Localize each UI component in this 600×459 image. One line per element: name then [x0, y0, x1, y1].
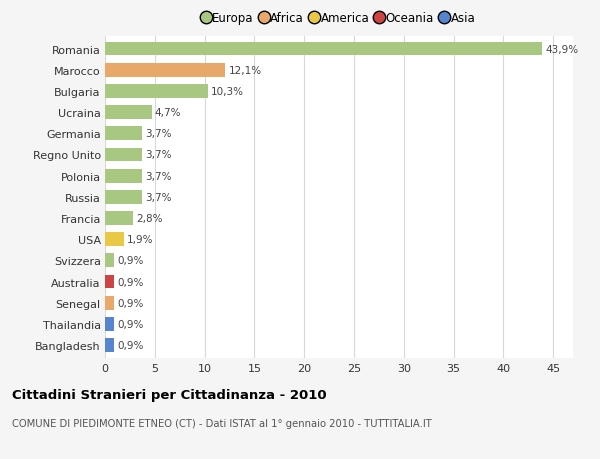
Bar — [105, 43, 542, 56]
Legend: Europa, Africa, America, Oceania, Asia: Europa, Africa, America, Oceania, Asia — [200, 10, 478, 28]
Text: 2,8%: 2,8% — [136, 213, 163, 224]
Bar — [105, 64, 226, 78]
Bar — [105, 317, 114, 331]
Bar — [105, 190, 142, 204]
Text: 3,7%: 3,7% — [145, 129, 172, 139]
Text: 0,9%: 0,9% — [117, 340, 143, 350]
Bar — [105, 85, 208, 99]
Bar — [105, 338, 114, 352]
Bar — [105, 275, 114, 289]
Text: 3,7%: 3,7% — [145, 192, 172, 202]
Bar — [105, 127, 142, 141]
Text: 3,7%: 3,7% — [145, 171, 172, 181]
Text: COMUNE DI PIEDIMONTE ETNEO (CT) - Dati ISTAT al 1° gennaio 2010 - TUTTITALIA.IT: COMUNE DI PIEDIMONTE ETNEO (CT) - Dati I… — [12, 418, 432, 428]
Text: 12,1%: 12,1% — [229, 66, 262, 76]
Bar — [105, 233, 124, 246]
Bar — [105, 148, 142, 162]
Text: 0,9%: 0,9% — [117, 298, 143, 308]
Text: 1,9%: 1,9% — [127, 235, 154, 245]
Text: Cittadini Stranieri per Cittadinanza - 2010: Cittadini Stranieri per Cittadinanza - 2… — [12, 388, 326, 401]
Text: 43,9%: 43,9% — [545, 45, 578, 55]
Text: 0,9%: 0,9% — [117, 319, 143, 329]
Bar — [105, 169, 142, 183]
Bar — [105, 106, 152, 120]
Text: 3,7%: 3,7% — [145, 150, 172, 160]
Text: 4,7%: 4,7% — [155, 108, 181, 118]
Bar — [105, 254, 114, 268]
Text: 0,9%: 0,9% — [117, 256, 143, 266]
Text: 0,9%: 0,9% — [117, 277, 143, 287]
Text: 10,3%: 10,3% — [211, 87, 244, 97]
Bar — [105, 296, 114, 310]
Bar — [105, 212, 133, 225]
